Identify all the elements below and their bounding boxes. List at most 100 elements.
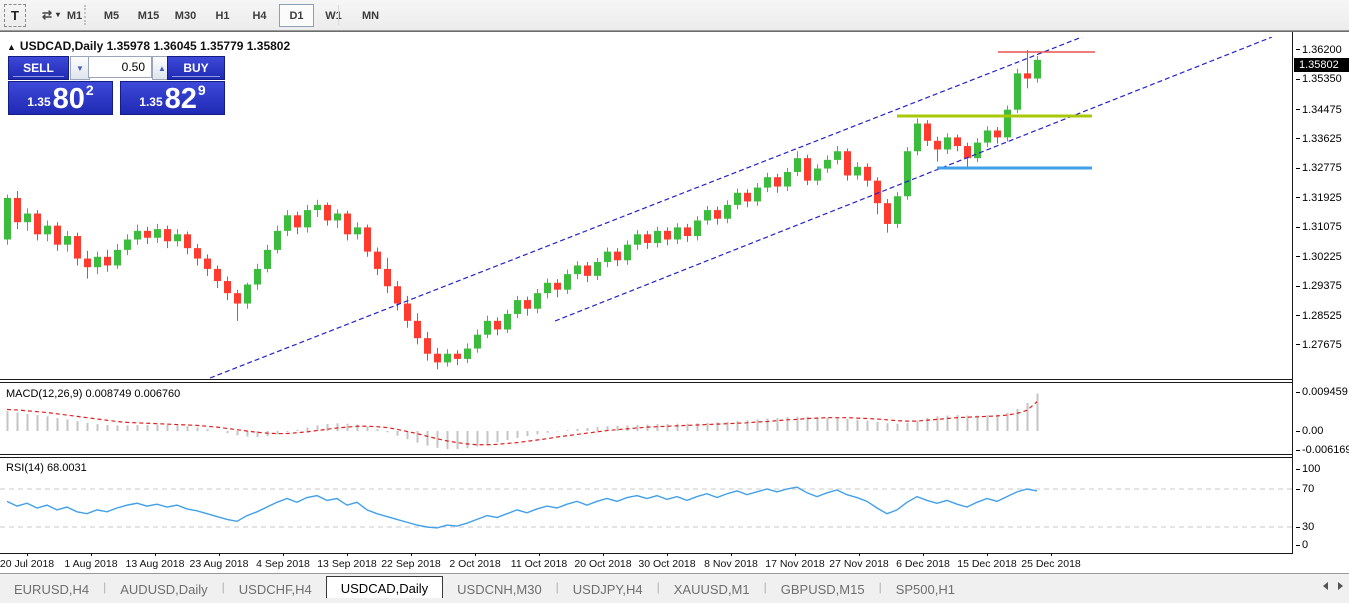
price-tick-label: 1.36200 xyxy=(1296,44,1342,56)
macd-indicator-label: MACD(12,26,9) 0.008749 0.006760 xyxy=(6,388,181,400)
collapse-arrow-icon[interactable]: ▲ xyxy=(7,42,16,52)
timeframe-toolbar: M1 M5 M15 M30 H1 H4 D1 W1 MN xyxy=(57,4,388,27)
buy-price-display[interactable]: 1.35 82 9 xyxy=(120,81,225,115)
date-tick-label: 11 Oct 2018 xyxy=(510,558,568,570)
timeframe-button-h4[interactable]: H4 xyxy=(252,9,267,22)
date-tick-label: 4 Sep 2018 xyxy=(256,558,310,570)
date-tick-mark xyxy=(667,553,668,556)
timeframe-button-m1[interactable]: M1 xyxy=(66,9,83,22)
buy-price-pips: 82 xyxy=(164,83,197,115)
timeframe-button-w1[interactable]: W1 xyxy=(325,9,342,22)
volume-decrease-button[interactable]: ▼ xyxy=(70,56,90,80)
date-tick-mark xyxy=(923,553,924,556)
timeframe-button-h1[interactable]: H1 xyxy=(215,9,230,22)
date-tick-mark xyxy=(347,553,348,556)
indicator-tick-label: 100 xyxy=(1296,463,1320,475)
tab-divider: | xyxy=(763,579,767,594)
price-tick-label: 1.34475 xyxy=(1296,104,1342,116)
indicator-tick-label: 30 xyxy=(1296,521,1314,533)
pane-splitter-macd[interactable] xyxy=(0,379,1349,383)
current-price-tag: 1.35802 xyxy=(1294,57,1349,72)
one-click-trading-panel: SELL ▼ 0.50 ▲ BUY 1.35 80 2 1.35 82 9 xyxy=(8,56,225,115)
date-tick-mark xyxy=(859,553,860,556)
date-tick-label: 2 Oct 2018 xyxy=(449,558,501,570)
chart-window: ▲ USDCAD,Daily 1.35978 1.36045 1.35779 1.… xyxy=(0,31,1349,574)
time-axis[interactable]: 20 Jul 2018 1 Aug 2018 13 Aug 2018 23 Aug 2… xyxy=(0,553,1292,574)
pane-splitter-rsi[interactable] xyxy=(0,454,1349,458)
chart-tab-usdchf[interactable]: USDCHF,H4 xyxy=(238,581,312,597)
toolbar: T ⇄ ▾ M1 M5 M15 M30 H1 H4 D1 W1 MN xyxy=(0,0,1349,31)
price-tick-label: 1.28525 xyxy=(1296,310,1342,322)
date-tick-label: 23 Aug 2018 xyxy=(189,558,249,570)
text-tool-button[interactable]: T xyxy=(4,4,26,27)
tab-divider: | xyxy=(221,579,225,594)
sell-price-prefix: 1.35 xyxy=(27,95,51,109)
sell-price-display[interactable]: 1.35 80 2 xyxy=(8,81,113,115)
status-strip xyxy=(0,598,1349,603)
date-tick-mark xyxy=(987,553,988,556)
buy-price-prefix: 1.35 xyxy=(139,95,163,109)
chart-tab-eurusd[interactable]: EURUSD,H4 xyxy=(14,581,90,597)
price-tick-label: 1.27675 xyxy=(1296,339,1342,351)
sell-button[interactable]: SELL xyxy=(8,56,69,80)
chart-tab-sp500[interactable]: SP500,H1 xyxy=(895,581,955,597)
tab-divider: | xyxy=(878,579,882,594)
buy-price-point: 9 xyxy=(197,82,206,98)
rsi-indicator-label: RSI(14) 68.0031 xyxy=(6,462,87,474)
date-tick-label: 15 Dec 2018 xyxy=(957,558,1017,570)
timeframe-button-d1[interactable]: D1 xyxy=(279,4,314,27)
price-tick-label: 1.32775 xyxy=(1296,162,1342,174)
date-tick-mark xyxy=(539,553,540,556)
price-tick-label: 1.31075 xyxy=(1296,221,1342,233)
chart-tab-usdcnh[interactable]: USDCNH,M30 xyxy=(457,581,542,597)
date-tick-label: 17 Nov 2018 xyxy=(765,558,825,570)
price-tick-label: 1.29375 xyxy=(1296,280,1342,292)
toolbar-grip[interactable] xyxy=(84,5,87,25)
timeframe-button-m5[interactable]: M5 xyxy=(103,9,120,22)
date-tick-label: 30 Oct 2018 xyxy=(638,558,696,570)
chart-symbol-period: USDCAD,Daily xyxy=(19,39,104,53)
timeframe-button-m15[interactable]: M15 xyxy=(137,9,160,22)
price-tick-label: 1.30225 xyxy=(1296,251,1342,263)
indicator-tick-label: 0.009459 xyxy=(1296,386,1348,398)
chart-tab-xauusd[interactable]: XAUUSD,M1 xyxy=(673,581,750,597)
date-tick-mark xyxy=(1051,553,1052,556)
chart-title: ▲ USDCAD,Daily 1.35978 1.36045 1.35779 1.… xyxy=(7,39,290,53)
price-tick-label: 1.33625 xyxy=(1296,133,1342,145)
date-tick-label: 27 Nov 2018 xyxy=(829,558,889,570)
timeframe-button-m30[interactable]: M30 xyxy=(174,9,197,22)
price-axis[interactable]: 1.35802 1.36200 1.35350 1.34475 1.33625 1.32… xyxy=(1292,32,1349,554)
macd-pane-chart[interactable] xyxy=(0,384,1292,454)
date-tick-mark xyxy=(603,553,604,556)
date-tick-label: 20 Jul 2018 xyxy=(0,558,55,570)
price-pane-chart[interactable] xyxy=(0,37,1292,379)
chart-tab-usdjpy[interactable]: USDJPY,H4 xyxy=(572,581,643,597)
date-tick-label: 13 Aug 2018 xyxy=(125,558,185,570)
tab-scroll-left-icon[interactable] xyxy=(1323,582,1328,590)
date-tick-mark xyxy=(283,553,284,556)
price-tick-label: 1.35350 xyxy=(1296,73,1342,85)
chart-tab-audusd[interactable]: AUDUSD,Daily xyxy=(120,581,208,597)
arrange-windows-button[interactable]: ⇄ ▾ xyxy=(34,4,68,25)
chart-tab-gbpusd[interactable]: GBPUSD,M15 xyxy=(780,581,865,597)
tab-scroll-right-icon[interactable] xyxy=(1338,582,1343,590)
date-tick-label: 22 Sep 2018 xyxy=(381,558,441,570)
buy-button[interactable]: BUY xyxy=(167,56,225,80)
indicator-tick-label: 0.00 xyxy=(1296,425,1323,437)
timeframe-button-mn[interactable]: MN xyxy=(361,9,380,22)
plot-area xyxy=(0,32,1292,574)
date-tick-mark xyxy=(411,553,412,556)
date-tick-label: 20 Oct 2018 xyxy=(574,558,632,570)
date-tick-label: 25 Dec 2018 xyxy=(1021,558,1081,570)
price-tick-label: 1.31925 xyxy=(1296,192,1342,204)
time-axis-line xyxy=(0,553,1292,554)
volume-input[interactable]: 0.50 xyxy=(88,56,152,78)
date-tick-mark xyxy=(155,553,156,556)
tab-divider: | xyxy=(103,579,107,594)
chart-tab-usdcad[interactable]: USDCAD,Daily xyxy=(325,576,444,599)
date-tick-label: 1 Aug 2018 xyxy=(64,558,118,570)
rsi-pane-chart[interactable] xyxy=(0,458,1292,553)
chevron-down-icon[interactable]: ▾ xyxy=(56,10,61,19)
date-tick-mark xyxy=(91,553,92,556)
sell-price-point: 2 xyxy=(85,82,94,98)
